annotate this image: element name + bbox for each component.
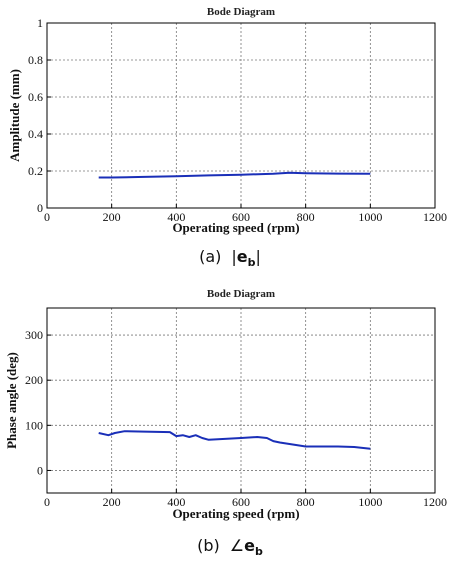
caption-post: |	[256, 247, 261, 266]
x-tick-label: 0	[44, 495, 50, 509]
x-axis-label: Operating speed (rpm)	[172, 220, 299, 235]
caption-subscript: b	[248, 256, 256, 269]
chart-title: Bode Diagram	[207, 6, 275, 18]
x-tick-label: 200	[103, 495, 121, 509]
x-tick-label: 400	[167, 495, 185, 509]
chart-2: Bode Diagram 0 200 400 600 800 1000 1200 0 100 200…	[4, 288, 447, 558]
y-axis-label: Phase angle (deg)	[4, 352, 19, 449]
chart-1: Bode Diagram 0 200 400 600 800 1000 1200 0 0.2 0.4…	[7, 6, 447, 269]
y-tick-label: 0.2	[28, 164, 43, 178]
x-tick-label: 0	[44, 210, 50, 224]
figure-caption: (a) |eb|	[199, 247, 261, 269]
x-tick-label: 600	[232, 210, 250, 224]
y-tick-label: 1	[37, 16, 43, 30]
y-tick-label: 300	[25, 328, 43, 342]
caption-subscript: b	[255, 545, 263, 558]
caption-prefix: (a)	[199, 247, 221, 266]
series-line	[98, 430, 371, 450]
x-tick-label: 600	[232, 495, 250, 509]
caption-pre: ∠	[230, 536, 244, 555]
plot-frame	[46, 307, 436, 494]
y-tick-label: 0.6	[28, 90, 43, 104]
x-tick-label: 400	[167, 210, 185, 224]
y-axis-label: Amplitude (mm)	[7, 69, 22, 162]
y-tick-label: 0.8	[28, 53, 43, 67]
y-tick-label: 0	[37, 463, 43, 477]
y-tick-label: 100	[25, 418, 43, 432]
y-tick-label: 200	[25, 373, 43, 387]
x-axis-label: Operating speed (rpm)	[172, 506, 299, 521]
series-line	[98, 171, 371, 179]
y-tick-label: 0	[37, 201, 43, 215]
caption-symbol: e	[244, 536, 255, 555]
x-tick-label: 1200	[423, 210, 447, 224]
x-tick-label: 800	[297, 210, 315, 224]
y-tick-label: 0.4	[28, 127, 43, 141]
figure-caption: (b) ∠eb	[197, 536, 263, 558]
caption-prefix: (b)	[197, 536, 220, 555]
x-tick-label: 1000	[358, 495, 382, 509]
plot-frame	[46, 22, 436, 209]
caption-pre: |	[231, 247, 236, 266]
x-tick-label: 200	[103, 210, 121, 224]
x-tick-label: 800	[297, 495, 315, 509]
chart-title: Bode Diagram	[207, 288, 275, 300]
x-tick-label: 1200	[423, 495, 447, 509]
x-tick-label: 1000	[358, 210, 382, 224]
caption-symbol: e	[237, 247, 248, 266]
